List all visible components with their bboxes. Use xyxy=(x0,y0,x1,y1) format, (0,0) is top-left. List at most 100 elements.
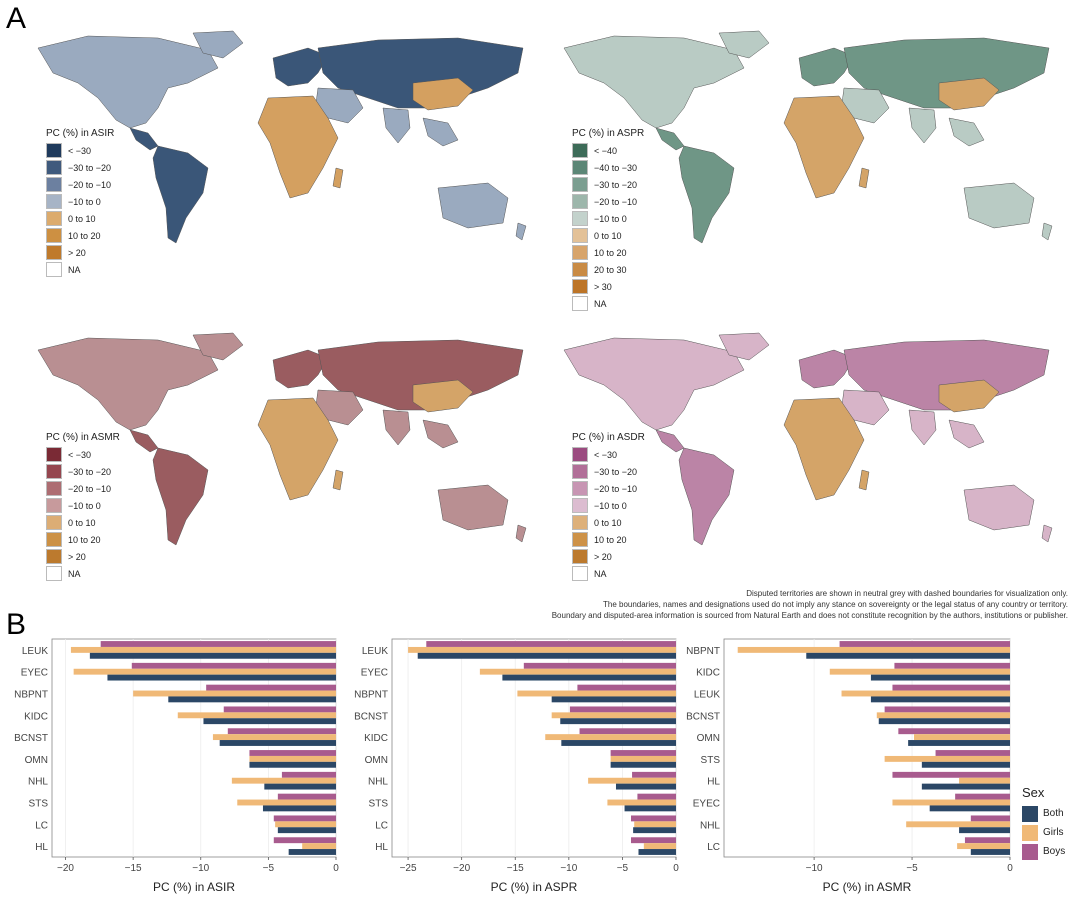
x-tick-label: 0 xyxy=(1007,863,1013,874)
legend-label: 10 to 20 xyxy=(68,230,101,241)
bar-boys xyxy=(898,728,1010,735)
legend-swatch xyxy=(572,549,588,564)
bar-girls xyxy=(906,821,1010,828)
bar-girls xyxy=(892,799,1010,806)
bar-girls xyxy=(841,690,1010,697)
bar-chart-aspr: −25 −20 −15 −10 −5 0 LEUK EYEC NBPNT BCNST KIDC OMN… xyxy=(354,638,679,894)
disclaimer-line: Disputed territories are shown in neutra… xyxy=(746,589,1068,598)
bar-girls xyxy=(884,755,1010,762)
map-region-new-zealand xyxy=(1041,524,1053,543)
category-label: OMN xyxy=(365,755,388,766)
category-label: STS xyxy=(29,799,49,810)
legend-swatch xyxy=(46,160,62,175)
legend-label: 10 to 20 xyxy=(68,534,101,545)
bar-boys xyxy=(630,815,676,822)
bar-boys xyxy=(630,837,676,844)
legend-item: 10 to 20 xyxy=(46,227,114,244)
legend-item: > 20 xyxy=(46,244,114,261)
x-tick-label: −5 xyxy=(906,863,918,874)
legend-swatch xyxy=(46,566,62,581)
bar-both xyxy=(921,761,1010,768)
bar-both xyxy=(417,652,676,659)
map-region-south-america xyxy=(678,447,735,546)
legend-swatch xyxy=(46,447,62,462)
legend-swatch xyxy=(46,481,62,496)
x-tick-label: −15 xyxy=(507,863,524,874)
legend-item: < −40 xyxy=(572,142,644,159)
legend-item: −20 to −10 xyxy=(46,176,114,193)
legend-swatch xyxy=(46,143,62,158)
bar-girls xyxy=(249,755,336,762)
legend-label: 10 to 20 xyxy=(594,534,627,545)
map-region-central-america xyxy=(655,429,685,453)
bar-boys xyxy=(223,706,336,713)
legend-asdr: PC (%) in ASDR < −30 −30 to −20 −20 to −10… xyxy=(572,432,645,582)
legend-label: −30 to −20 xyxy=(594,179,638,190)
map-region-australia xyxy=(437,182,509,229)
bar-girls xyxy=(479,668,676,675)
legend-swatch xyxy=(572,143,588,158)
legend-title: PC (%) in ASPR xyxy=(572,128,645,139)
bar-both xyxy=(288,849,336,855)
legend-title: PC (%) in ASDR xyxy=(572,432,645,443)
map-region-se-asia xyxy=(948,419,985,449)
legend-label: −10 to 0 xyxy=(68,500,101,511)
bar-girls xyxy=(545,734,676,741)
map-region-north-america xyxy=(563,35,745,129)
legend-item: −40 to −30 xyxy=(572,159,644,176)
map-region-se-asia xyxy=(422,419,459,449)
category-label: LEUK xyxy=(22,646,48,657)
legend-label: 0 to 10 xyxy=(594,230,622,241)
legend-item: 0 to 10 xyxy=(572,514,645,531)
map-region-north-america xyxy=(37,35,219,129)
map-asmr xyxy=(18,330,538,600)
sex-legend-item-both: Both xyxy=(1022,804,1065,823)
category-label: LC xyxy=(375,820,388,831)
bar-both xyxy=(806,652,1010,659)
bar-both xyxy=(615,783,676,790)
x-tick-label: −10 xyxy=(560,863,577,874)
legend-asir: PC (%) in ASIR < −30 −30 to −20 −20 to −10… xyxy=(46,128,114,278)
legend-item: 10 to 20 xyxy=(572,531,645,548)
legend-swatch xyxy=(572,515,588,530)
map-region-greenland xyxy=(718,332,770,361)
category-label: LEUK xyxy=(362,646,388,657)
bar-girls xyxy=(517,690,676,697)
legend-aspr: PC (%) in ASPR < −40 −40 to −30 −30 to −20… xyxy=(572,128,644,312)
legend-label: 20 to 30 xyxy=(594,264,627,275)
bar-both xyxy=(610,761,676,768)
x-axis-label: PC (%) in ASMR xyxy=(823,880,912,894)
legend-swatch xyxy=(572,177,588,192)
bar-both xyxy=(878,718,1010,725)
bar-both xyxy=(908,740,1010,746)
bar-girls xyxy=(212,734,336,741)
bar-girls xyxy=(177,712,336,719)
sex-legend-item-girls: Girls xyxy=(1022,823,1065,842)
legend-item: −30 to −20 xyxy=(572,176,644,193)
category-label: LC xyxy=(707,842,720,853)
x-tick-label: −20 xyxy=(453,863,470,874)
bar-boys xyxy=(955,793,1010,800)
sex-legend-label: Girls xyxy=(1043,827,1064,838)
bar-both xyxy=(870,696,1010,703)
bar-girls xyxy=(914,734,1010,741)
sex-legend-title: Sex xyxy=(1022,785,1045,800)
map-region-china xyxy=(412,77,474,111)
map-region-new-zealand xyxy=(515,524,527,543)
map-region-india xyxy=(908,409,937,446)
map-region-se-asia xyxy=(422,117,459,147)
legend-label: −20 to −10 xyxy=(594,196,638,207)
legend-label: > 20 xyxy=(68,247,86,258)
bar-girls xyxy=(302,843,336,850)
legend-swatch xyxy=(46,464,62,479)
legend-swatch xyxy=(572,211,588,226)
map-region-se-asia xyxy=(948,117,985,147)
x-tick-label: −10 xyxy=(806,863,823,874)
bar-both xyxy=(277,827,336,834)
legend-label: < −30 xyxy=(68,145,92,156)
category-label: LEUK xyxy=(694,690,720,701)
bar-boys xyxy=(935,750,1010,756)
bar-both xyxy=(203,718,336,725)
map-region-greenland xyxy=(192,30,244,59)
legend-item: > 20 xyxy=(46,548,120,565)
